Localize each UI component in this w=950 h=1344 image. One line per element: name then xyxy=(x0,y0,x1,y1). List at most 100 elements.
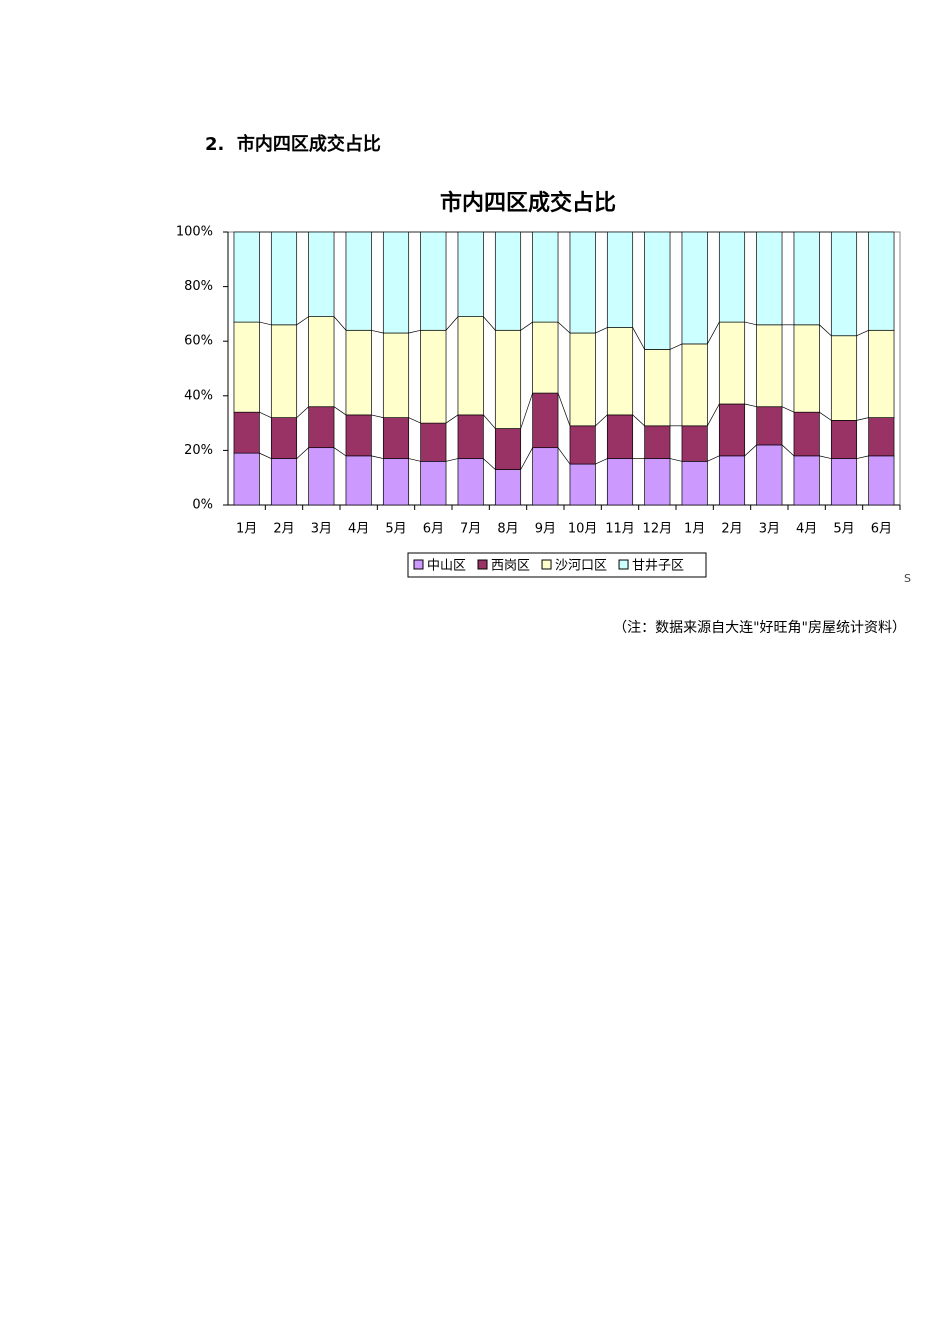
series-connector xyxy=(445,458,459,462)
bar-segment xyxy=(569,231,596,334)
bar-segment xyxy=(494,428,522,470)
bar-segment xyxy=(457,231,484,317)
series-connector xyxy=(707,455,720,462)
series-connector xyxy=(259,411,272,418)
bar-segment xyxy=(233,231,260,323)
note: （注：数据来源自大连"好旺角"房屋统计资料） xyxy=(613,620,906,636)
series-connector xyxy=(819,411,832,421)
bar-segment xyxy=(308,406,335,449)
bar-segment xyxy=(606,414,634,459)
x-tick-label: 1月 xyxy=(684,522,705,537)
bar-segment xyxy=(830,458,858,506)
series-connector xyxy=(856,455,869,459)
series-connector xyxy=(483,414,496,429)
bar-segment xyxy=(532,392,559,449)
series-connector xyxy=(557,447,571,465)
series-connector xyxy=(744,321,757,326)
bar-segment xyxy=(532,447,559,506)
bar-segment xyxy=(532,321,559,394)
series-connector xyxy=(371,414,384,418)
bar-segment xyxy=(233,452,260,506)
bar-segment xyxy=(233,411,260,454)
bar-segment xyxy=(718,321,746,405)
bar-segment xyxy=(644,349,671,427)
x-tick-label: 6月 xyxy=(423,522,444,537)
series-connector xyxy=(333,406,347,416)
bar-segment xyxy=(420,329,447,424)
series-connector xyxy=(632,327,645,350)
bar-segment xyxy=(830,420,858,459)
series-connector xyxy=(669,458,683,462)
bar-segment xyxy=(793,231,820,326)
chart: 市内四区成交占比 0% 20% 40% 60% 80% 100% 1月 2月 3月 4月 5月 6月 7… xyxy=(176,190,901,578)
legend-swatch xyxy=(477,559,488,570)
bar-segment xyxy=(270,324,298,418)
series-connector xyxy=(483,458,496,470)
bar-segment xyxy=(382,332,410,418)
bar-segment xyxy=(756,231,783,326)
bar-segment xyxy=(345,329,372,416)
series-connector xyxy=(520,321,533,331)
bar-segment xyxy=(756,406,783,446)
series-connector xyxy=(259,452,272,459)
series-connector xyxy=(744,444,757,457)
bar-segment xyxy=(793,324,820,413)
x-tick-label: 3月 xyxy=(759,522,780,537)
series-connector xyxy=(296,447,309,459)
bar-segment xyxy=(233,321,260,413)
series-connector xyxy=(259,321,272,326)
series-connector xyxy=(408,329,421,334)
x-tick-label: 1月 xyxy=(236,522,257,537)
legend-swatch xyxy=(618,559,629,570)
bar-segment xyxy=(569,463,596,506)
bar-segment xyxy=(830,335,858,421)
chart-title: 市内四区成交占比 xyxy=(440,190,616,216)
bar-segment xyxy=(644,231,671,350)
y-tick-label: 20% xyxy=(184,443,213,458)
bar-segment xyxy=(756,444,783,506)
bar-segment xyxy=(345,455,372,506)
x-tick-label: 5月 xyxy=(385,522,406,537)
y-tick-label: 40% xyxy=(184,388,213,403)
x-tick-label: 11月 xyxy=(605,522,635,537)
bar-segment xyxy=(270,231,298,326)
bar-segment xyxy=(308,231,335,317)
series-connector xyxy=(707,403,720,426)
y-tick-label: 0% xyxy=(192,498,213,513)
series-connector xyxy=(819,324,832,336)
series-connector xyxy=(445,414,459,424)
series-connector xyxy=(520,392,533,429)
bar-segment xyxy=(382,231,410,334)
plot-area xyxy=(227,231,901,506)
series-connector xyxy=(595,414,608,427)
bar-segment xyxy=(569,425,596,465)
legend-swatch xyxy=(413,559,424,570)
series-connector xyxy=(856,417,869,421)
series-connector xyxy=(520,447,533,470)
x-tick-label: 4月 xyxy=(796,522,817,537)
bar-segment xyxy=(681,231,708,345)
bar-segment xyxy=(606,231,634,328)
bar-segment xyxy=(345,231,372,331)
heading: 2. 市内四区成交占比 xyxy=(205,134,381,155)
bar-segment xyxy=(382,417,410,459)
y-tick-label: 80% xyxy=(184,279,213,294)
x-tick-label: 8月 xyxy=(497,522,518,537)
x-tick-label: 2月 xyxy=(273,522,294,537)
bar-segment xyxy=(270,417,298,459)
series-connector xyxy=(371,455,384,459)
bar-segment xyxy=(606,458,634,506)
series-connector xyxy=(333,447,347,457)
legend-label: 西岗区 xyxy=(491,559,530,574)
bar-segment xyxy=(420,460,447,506)
bar-segment xyxy=(718,231,746,323)
bar-segment xyxy=(681,460,708,506)
x-tick-label: 2月 xyxy=(721,522,742,537)
x-tick-label: 5月 xyxy=(833,522,854,537)
x-tick-label: 6月 xyxy=(871,522,892,537)
series-connector xyxy=(632,414,645,427)
bar-segment xyxy=(681,343,708,427)
bar-segment xyxy=(644,425,671,459)
bar-segment xyxy=(382,458,410,506)
